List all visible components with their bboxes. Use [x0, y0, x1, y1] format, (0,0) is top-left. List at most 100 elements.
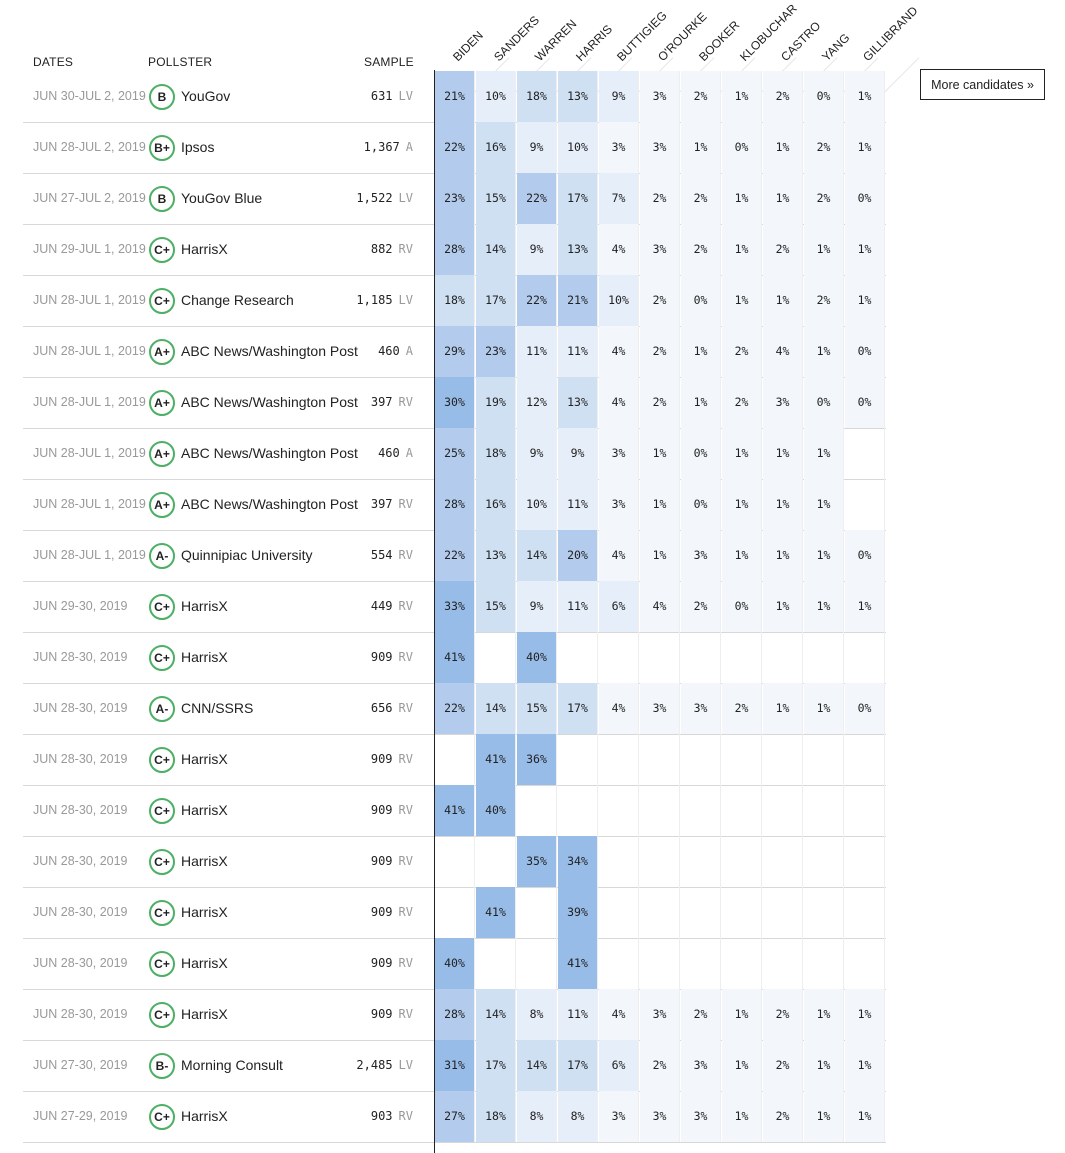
sample-count: 909: [370, 854, 393, 868]
pollster-name[interactable]: HarrisX: [181, 224, 371, 275]
pollster-name[interactable]: YouGov Blue: [181, 173, 371, 224]
population-type: LV: [398, 191, 413, 205]
sample-count: 909: [370, 650, 393, 664]
candidate-share-cell: 2%: [722, 377, 762, 428]
candidate-share-cell: 13%: [558, 71, 598, 122]
sample-count: 460: [378, 446, 400, 460]
candidate-share-cell: 1%: [804, 1091, 844, 1142]
pollster-name[interactable]: ABC News/Washington Post: [181, 326, 371, 377]
candidate-share-cell: 36%: [517, 734, 557, 785]
pollster-name[interactable]: HarrisX: [181, 1091, 371, 1142]
candidate-share-cell: [845, 734, 885, 785]
candidate-share-cell: 17%: [558, 173, 598, 224]
candidate-share-cell: 3%: [599, 122, 639, 173]
header-dates: DATES: [33, 55, 74, 69]
candidate-share-cell: 6%: [599, 1040, 639, 1091]
candidate-share-cell: 3%: [681, 683, 721, 734]
candidate-header: BIDEN: [435, 0, 510, 105]
candidate-share-cell: 0%: [804, 377, 844, 428]
pollster-name[interactable]: ABC News/Washington Post: [181, 428, 371, 479]
sample-size: 397 RV: [371, 479, 413, 530]
pollster-name[interactable]: CNN/SSRS: [181, 683, 371, 734]
candidate-share-cell: [558, 785, 598, 836]
candidate-share-cell: [435, 836, 475, 887]
pollster-name-text: YouGov: [181, 88, 231, 104]
population-type: RV: [398, 497, 413, 511]
candidate-share-cell: 18%: [476, 1091, 516, 1142]
more-candidates-button[interactable]: More candidates »: [920, 69, 1045, 100]
candidate-share-cell: 1%: [804, 428, 844, 479]
candidate-share-cell: 1%: [804, 581, 844, 632]
poll-dates: JUN 29-30, 2019: [33, 599, 128, 613]
candidate-share-cell: 4%: [599, 326, 639, 377]
candidate-share-cell: [476, 632, 516, 683]
poll-row: JUN 28-30, 2019 C+ HarrisX 909 RV 28% 14% 8% 11%…: [23, 989, 886, 1041]
candidate-share-cell: 22%: [435, 122, 475, 173]
candidate-share-cell: [599, 632, 639, 683]
poll-row: JUN 28-JUL 2, 2019 B+ Ipsos 1,367 A 22% 16% 9% 1…: [23, 122, 886, 174]
candidate-share-cell: 22%: [517, 173, 557, 224]
pollster-name[interactable]: Quinnipiac University: [181, 530, 371, 581]
candidate-share-cell: 4%: [599, 530, 639, 581]
population-type: RV: [398, 599, 413, 613]
poll-dates: JUN 28-30, 2019: [33, 905, 128, 919]
pollster-name-text: Ipsos: [181, 139, 215, 155]
pollster-name[interactable]: HarrisX: [181, 887, 371, 938]
candidate-share-cell: 2%: [722, 683, 762, 734]
pollster-name[interactable]: HarrisX: [181, 938, 371, 989]
sample-size: 2,485 LV: [356, 1040, 413, 1091]
population-type: RV: [398, 650, 413, 664]
candidate-share-cell: 18%: [435, 275, 475, 326]
candidate-share-cell: 1%: [845, 1040, 885, 1091]
pollster-name[interactable]: Change Research: [181, 275, 371, 326]
candidate-share-cell: 1%: [763, 275, 803, 326]
pollster-grade-badge: B+: [149, 135, 175, 161]
pollster-name[interactable]: HarrisX: [181, 632, 371, 683]
candidate-share-cell: [640, 836, 680, 887]
pollster-name[interactable]: ABC News/Washington Post: [181, 479, 371, 530]
population-type: LV: [398, 89, 413, 103]
candidate-share-cell: 14%: [476, 989, 516, 1040]
poll-dates: JUN 28-30, 2019: [33, 956, 128, 970]
candidate-share-cell: 1%: [763, 581, 803, 632]
candidate-share-cell: 39%: [558, 887, 598, 938]
candidate-share-cell: 0%: [681, 275, 721, 326]
pollster-name[interactable]: HarrisX: [181, 785, 371, 836]
candidate-share-cell: 9%: [517, 581, 557, 632]
candidate-share-cell: [845, 938, 885, 989]
candidate-share-cell: 1%: [681, 326, 721, 377]
candidate-share-cell: 28%: [435, 479, 475, 530]
candidate-share-cell: 13%: [476, 530, 516, 581]
pollster-name[interactable]: Ipsos: [181, 122, 371, 173]
sample-count: 631: [370, 89, 393, 103]
pollster-grade-badge: B: [149, 186, 175, 212]
pollster-name[interactable]: Morning Consult: [181, 1040, 371, 1091]
poll-dates: JUN 27-30, 2019: [33, 1058, 128, 1072]
candidate-share-cell: 4%: [599, 224, 639, 275]
candidate-share-cell: 21%: [435, 71, 475, 122]
candidate-share-cell: 10%: [599, 275, 639, 326]
candidate-share-cell: 2%: [804, 122, 844, 173]
candidate-share-cell: [681, 632, 721, 683]
pollster-name[interactable]: YouGov: [181, 71, 371, 122]
pollster-name[interactable]: HarrisX: [181, 734, 371, 785]
population-type: RV: [398, 956, 413, 970]
sample-size: 460 A: [378, 428, 413, 479]
pollster-name[interactable]: ABC News/Washington Post: [181, 377, 371, 428]
candidate-share-cell: 10%: [517, 479, 557, 530]
pollster-name[interactable]: HarrisX: [181, 836, 371, 887]
poll-dates: JUN 28-JUL 1, 2019: [33, 344, 146, 358]
sample-size: 909 RV: [371, 989, 413, 1040]
candidate-share-cell: 33%: [435, 581, 475, 632]
poll-row: JUN 28-30, 2019 C+ HarrisX 909 RV 41% 36%: [23, 734, 886, 786]
candidate-name: GILLIBRAND: [860, 3, 921, 64]
candidate-share-cell: 1%: [763, 479, 803, 530]
candidate-share-cell: 3%: [640, 683, 680, 734]
candidate-share-cell: [681, 887, 721, 938]
candidate-share-cell: 1%: [845, 989, 885, 1040]
pollster-name[interactable]: HarrisX: [181, 581, 371, 632]
candidate-share-cell: 16%: [476, 122, 516, 173]
pollster-name[interactable]: HarrisX: [181, 989, 371, 1040]
sample-size: 909 RV: [371, 632, 413, 683]
